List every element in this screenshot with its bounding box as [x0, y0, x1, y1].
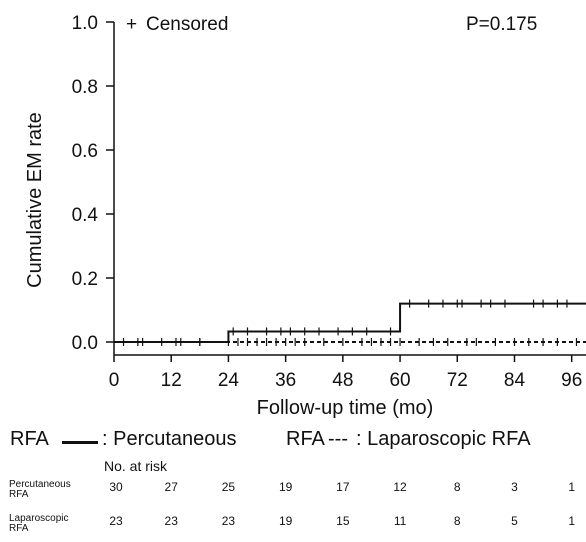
risk-row-label-percutaneous: Percutaneous RFA — [9, 480, 89, 500]
x-axis-title: Follow-up time (mo) — [257, 397, 434, 419]
risk-value: 19 — [278, 480, 293, 494]
x-tick-label: 48 — [332, 370, 353, 391]
risk-value: 3 — [511, 480, 518, 494]
x-tick-label: 24 — [218, 370, 240, 391]
x-tick-label: 96 — [561, 370, 582, 391]
risk-value: 23 — [164, 514, 178, 528]
x-tick-label: 72 — [447, 370, 468, 391]
risk-value: 1 — [568, 514, 576, 528]
x-tick-label: 84 — [504, 370, 526, 391]
risk-row-label-line1: Percutaneous — [9, 479, 71, 490]
x-tick-label: 60 — [389, 370, 410, 391]
risk-value: 17 — [336, 480, 350, 494]
risk-value: 8 — [453, 514, 461, 528]
legend: RFA : Percutaneous RFA --- : Laparoscopi… — [10, 428, 586, 458]
y-tick-label: 0.6 — [72, 141, 98, 162]
x-tick-label: 36 — [275, 370, 296, 391]
risk-row-label-line1: Laparoscopic — [9, 513, 69, 524]
y-axis-title: Cumulative EM rate — [24, 112, 46, 288]
y-tick-label: 0.4 — [72, 205, 99, 226]
censored-symbol: + — [126, 14, 137, 35]
legend-dashed-swatch: --- — [328, 428, 348, 450]
risk-value: 30 — [109, 480, 123, 494]
p-value: P=0.175 — [466, 14, 537, 35]
risk-value: 25 — [221, 480, 236, 494]
legend-solid-text: : Percutaneous — [102, 428, 237, 450]
risk-value: 1 — [568, 480, 576, 494]
y-tick-label: 1.0 — [72, 13, 98, 34]
series-line-percutaneous — [114, 302, 586, 343]
x-tick-label: 0 — [109, 370, 120, 391]
risk-value: 5 — [511, 514, 518, 528]
risk-value: 23 — [109, 514, 123, 528]
x-ticks: 0 12 24 36 48 60 72 84 96 — [109, 355, 582, 391]
legend-dashed-prefix: RFA — [286, 428, 325, 450]
censor-layer — [122, 299, 578, 346]
censored-label: Censored — [146, 14, 228, 35]
risk-value: 19 — [278, 514, 293, 528]
x-tick-label: 12 — [161, 370, 182, 391]
risk-value: 12 — [393, 480, 407, 494]
risk-row-label-line2: RFA — [9, 489, 29, 500]
risk-row-label-line2: RFA — [9, 523, 29, 534]
series-layer — [114, 302, 586, 343]
risk-row-label-laparoscopic: Laparoscopic RFA — [9, 514, 89, 534]
y-tick-label: 0.2 — [72, 269, 98, 290]
legend-solid-prefix: RFA — [10, 428, 49, 450]
risk-value: 8 — [453, 480, 461, 494]
legend-solid-swatch — [62, 441, 98, 444]
risk-value: 15 — [336, 514, 350, 528]
risk-value: 27 — [164, 480, 178, 494]
risk-value: 23 — [221, 514, 236, 528]
y-tick-label: 0.0 — [72, 333, 98, 354]
y-ticks: 0.0 0.2 0.4 0.6 0.8 1.0 — [72, 13, 114, 354]
axes — [113, 22, 586, 356]
risk-value: 11 — [393, 514, 407, 528]
risk-table-title: No. at risk — [104, 458, 168, 474]
y-tick-label: 0.8 — [72, 77, 98, 98]
legend-dashed-text: : Laparoscopic RFA — [356, 428, 531, 450]
risk-table: No. at risk Percutaneous RFA Laparoscopi… — [0, 458, 586, 542]
